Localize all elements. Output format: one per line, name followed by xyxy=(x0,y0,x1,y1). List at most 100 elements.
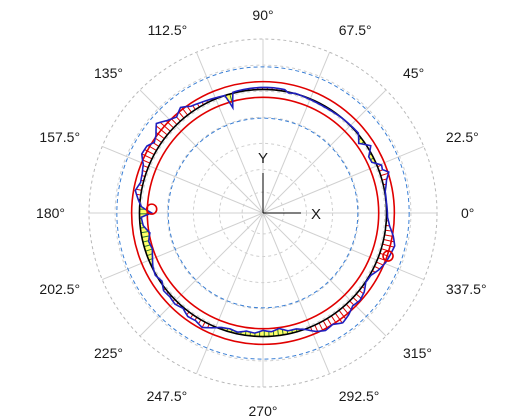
dashed-upper-circle xyxy=(116,66,410,360)
hatch-below xyxy=(281,329,284,335)
grid-spoke xyxy=(195,52,264,214)
angle-tick-label: 45° xyxy=(403,65,424,81)
hatch-above xyxy=(352,297,359,303)
measured-profile-line xyxy=(134,86,396,334)
angle-tick-label: 157.5° xyxy=(39,129,80,145)
band-below-segment xyxy=(278,328,283,336)
reference-circles xyxy=(116,66,410,360)
cartesian-axes: X Y xyxy=(258,150,321,223)
extremum-marker xyxy=(145,203,158,215)
angle-tick-label: 22.5° xyxy=(446,129,479,145)
band-above-segment xyxy=(316,323,324,332)
hatch-below xyxy=(145,248,153,252)
grid-spoke xyxy=(262,89,387,214)
band-above-segment xyxy=(161,120,174,131)
band-above-segment xyxy=(144,146,157,155)
grid-spoke xyxy=(262,212,387,337)
hatch-above xyxy=(334,312,343,324)
grid-spoke xyxy=(102,145,264,214)
grid-spoke xyxy=(262,212,424,281)
hatch-above xyxy=(144,149,155,156)
hatch-above xyxy=(358,290,364,295)
polar-grid xyxy=(88,38,438,388)
outer-tolerance-circle xyxy=(130,80,396,346)
hatch-above xyxy=(142,165,149,168)
hatch-above xyxy=(141,153,153,160)
y-axis-label: Y xyxy=(258,150,268,167)
angle-tick-label: 270° xyxy=(249,403,278,419)
hatch-below xyxy=(142,240,149,243)
band-above-segment xyxy=(154,138,162,146)
hatch-below xyxy=(143,244,151,248)
hatch-below xyxy=(277,329,279,336)
hatch-below xyxy=(146,253,153,257)
grid-spoke xyxy=(262,212,331,374)
hatch-above xyxy=(326,318,333,326)
grid-spoke xyxy=(262,52,331,214)
band-above-segment xyxy=(155,135,164,144)
angle-tick-labels: 0° 22.5° 45° 67.5° 90° 112.5° 135° 157.5° 180° 20… xyxy=(36,7,487,419)
band-above-segment xyxy=(176,113,183,122)
band-below-segment xyxy=(144,246,153,252)
hatch-below xyxy=(140,231,149,234)
hatch-above xyxy=(136,188,142,191)
hatch-above xyxy=(142,159,151,164)
extremum-marker xyxy=(382,250,394,262)
angle-tick-label: 90° xyxy=(252,7,273,23)
band-above-segment xyxy=(165,290,170,295)
grid-spoke xyxy=(195,212,264,374)
x-axis-label: X xyxy=(311,206,321,223)
band-above-segment xyxy=(327,316,336,326)
hatch-above xyxy=(383,239,395,243)
profile-series xyxy=(134,86,396,334)
grid-spoke xyxy=(139,89,264,214)
hatch-above xyxy=(376,261,384,266)
grid-spoke xyxy=(262,145,424,214)
inner-tolerance-circle xyxy=(146,96,380,330)
band-above-segment xyxy=(175,302,181,307)
hatch-above xyxy=(314,324,319,332)
hatch-below xyxy=(141,235,150,238)
hatch-above xyxy=(374,265,380,270)
hatch-above xyxy=(186,106,192,113)
angle-tick-label: 337.5° xyxy=(446,281,487,297)
marker-points xyxy=(145,203,394,262)
angle-tick-label: 315° xyxy=(403,345,432,361)
hatch-above xyxy=(171,118,178,125)
grid-spoke xyxy=(102,212,264,281)
hatch-above xyxy=(201,321,206,328)
angle-tick-label: 112.5° xyxy=(148,22,188,38)
hatch-above xyxy=(176,116,181,122)
angle-tick-label: 292.5° xyxy=(339,388,380,404)
angle-tick-label: 180° xyxy=(36,205,65,221)
hatch-above xyxy=(349,300,355,306)
band-above-segment xyxy=(352,295,360,303)
band-above-segment xyxy=(335,311,346,323)
band-below-segment xyxy=(145,248,153,255)
reference-circle xyxy=(138,88,388,338)
angle-tick-label: 0° xyxy=(461,205,474,221)
angle-tick-label: 202.5° xyxy=(39,281,80,297)
band-above-segment xyxy=(184,309,188,314)
angle-tick-label: 225° xyxy=(94,345,123,361)
band-below-segment xyxy=(269,331,273,337)
band-above-segment xyxy=(156,126,167,138)
hatch-above xyxy=(380,172,389,177)
angle-tick-label: 67.5° xyxy=(339,22,372,38)
hatch-above xyxy=(155,131,165,140)
hatch-above xyxy=(385,229,392,232)
angle-tick-label: 135° xyxy=(94,65,123,81)
hatch-above xyxy=(345,303,352,310)
grid-spoke xyxy=(139,212,264,337)
hatch-above xyxy=(154,137,162,143)
hatch-above xyxy=(355,293,362,299)
dashed-lower-circle xyxy=(167,117,359,309)
band-above-segment xyxy=(143,148,155,157)
band-above-segment xyxy=(208,324,213,328)
band-above-segment xyxy=(167,293,172,297)
band-above-segment xyxy=(157,121,172,133)
hatch-above xyxy=(159,121,171,132)
hatch-above xyxy=(382,243,395,248)
hatch-above xyxy=(153,142,160,147)
